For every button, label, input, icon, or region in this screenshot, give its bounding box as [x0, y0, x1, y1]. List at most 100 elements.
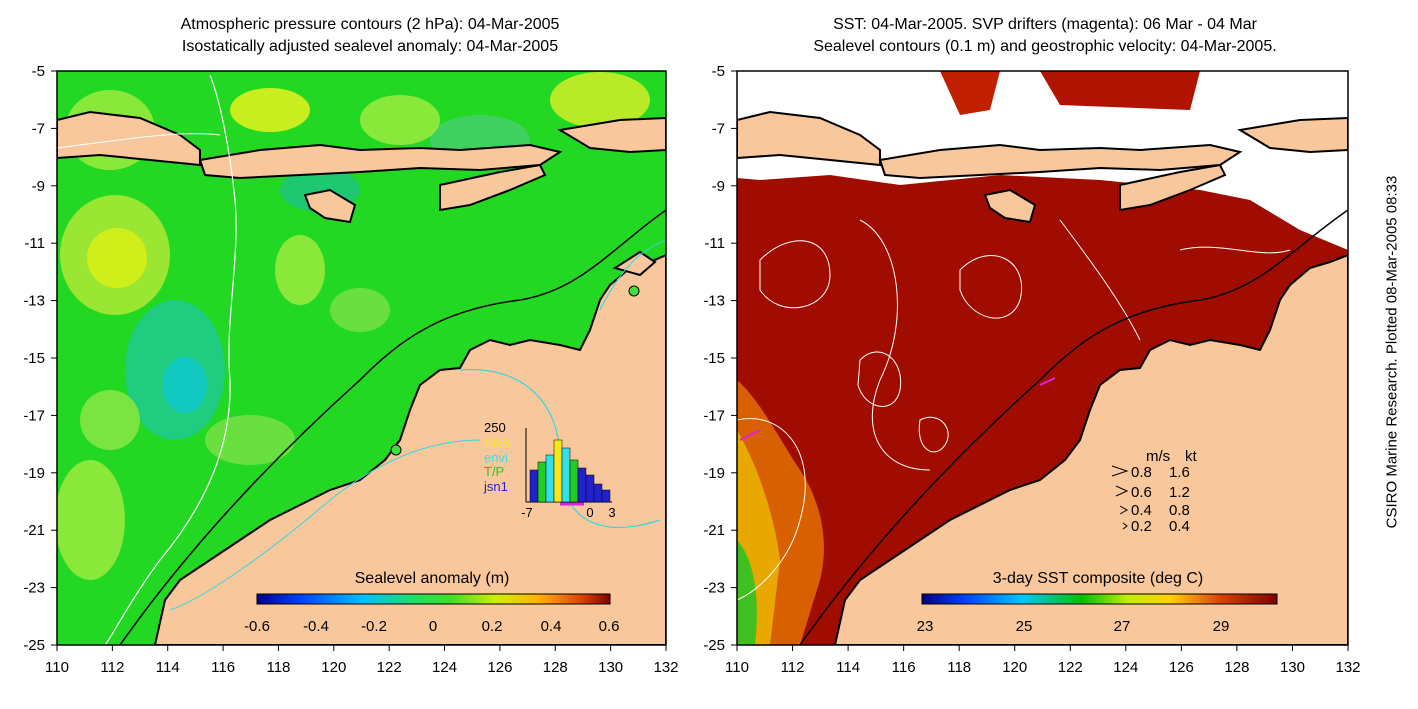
x-tick-label: 124	[432, 659, 457, 676]
shelf-break-line	[119, 209, 666, 645]
velocity-key-arrow	[1115, 485, 1129, 497]
left-colorbar-tick: 0.6	[599, 618, 620, 635]
x-tick-label: 120	[321, 659, 346, 676]
x-tick-label: 122	[1058, 659, 1083, 676]
sst-cool-area	[737, 540, 757, 645]
left-colorbar-tick: 0	[429, 618, 437, 635]
x-tick-label: 128	[543, 659, 568, 676]
inset-legend-jsn1: jsn1	[483, 479, 508, 494]
sealevel-contour	[759, 240, 831, 309]
tide-gauge-marker-2	[628, 285, 640, 297]
pressure-contour	[104, 74, 237, 645]
right-colorbar-label: 3-day SST composite (deg C)	[993, 570, 1203, 587]
northern-islands-land	[1237, 116, 1348, 154]
inset-bar	[569, 459, 579, 503]
left-colorbar-ramp	[256, 593, 611, 605]
pressure-contour-land-2	[169, 439, 481, 611]
y-tick-label: -23	[23, 580, 45, 597]
timor-land	[1119, 163, 1227, 212]
left-colorbar-tick: 0.2	[482, 618, 503, 635]
x-tick-label: 132	[653, 659, 678, 676]
y-tick-label: -11	[704, 235, 725, 252]
sealevel-contour	[857, 351, 902, 407]
sst-patch	[940, 71, 1000, 115]
sealevel-contour	[1059, 219, 1141, 341]
right-title-line1: SST: 04-Mar-2005. SVP drifters (magenta)…	[833, 16, 1257, 33]
x-tick-label: 110	[725, 659, 749, 676]
y-tick-label: -7	[712, 120, 725, 137]
y-tick-label: -15	[23, 350, 45, 367]
velocity-key-kt: 0.4	[1169, 518, 1190, 535]
velocity-key-kt: 1.2	[1169, 484, 1190, 501]
tide-gauge-marker	[390, 444, 402, 456]
velocity-key: m/s kt 0.8 1.6 0.6 1.2 0.4 0.8 0.2 0.4	[1111, 448, 1198, 535]
left-title-line1: Atmospheric pressure contours (2 hPa): 0…	[180, 16, 560, 33]
y-tick-label: -23	[703, 580, 725, 597]
northern-islands-land	[557, 116, 666, 154]
y-tick-label: -17	[23, 407, 45, 424]
velocity-key-arrow	[1122, 522, 1128, 530]
y-tick-label: -5	[712, 63, 725, 80]
sealevel-contour	[859, 219, 931, 471]
x-tick-label: 118	[266, 659, 290, 676]
velocity-key-ms: 0.2	[1131, 518, 1152, 535]
right-colorbar-tick: 27	[1114, 618, 1131, 635]
inset-legend-tp: T/P	[484, 464, 504, 479]
left-map-area	[57, 71, 666, 645]
nusa-tenggara-land	[878, 143, 1243, 180]
inset-xtick: -7	[521, 505, 533, 520]
inset-xtick: 0	[586, 505, 593, 520]
inset-legend-ers: ERS	[484, 436, 511, 451]
y-tick-label: -7	[32, 120, 45, 137]
right-panel-title: SST: 04-Mar-2005. SVP drifters (magenta)…	[700, 14, 1390, 58]
left-panel-title: Atmospheric pressure contours (2 hPa): 0…	[60, 14, 680, 58]
right-colorbar-tick: 23	[917, 618, 934, 635]
y-tick-label: -11	[24, 235, 45, 252]
x-tick-label: 116	[892, 659, 916, 676]
cape-land	[612, 250, 657, 277]
x-tick-label: 128	[1224, 659, 1249, 676]
australia-land	[153, 253, 666, 645]
x-tick-label: 124	[1113, 659, 1138, 676]
sumba-land	[983, 188, 1037, 224]
x-tick-label: 118	[947, 659, 971, 676]
velocity-key-header-kt: kt	[1185, 448, 1198, 465]
velocity-key-header-ms: m/s	[1146, 448, 1170, 465]
y-tick-label: -13	[703, 293, 725, 310]
x-tick-label: 126	[487, 659, 512, 676]
x-tick-label: 114	[836, 659, 860, 676]
left-colorbar-tick: -0.6	[244, 618, 270, 635]
inset-bar	[561, 447, 571, 503]
velocity-key-ms: 0.4	[1131, 502, 1152, 519]
right-land-masses	[737, 110, 1348, 645]
pressure-contour-3	[599, 239, 666, 311]
shelf-break-line	[799, 209, 1348, 645]
right-map-area	[737, 71, 1348, 645]
left-colorbar-tick: 0.4	[541, 618, 562, 635]
x-tick-label: 132	[1335, 659, 1360, 676]
y-tick-label: -19	[23, 465, 45, 482]
sumba-land	[303, 188, 357, 224]
nusa-tenggara-land	[198, 143, 563, 180]
x-tick-label: 116	[211, 659, 235, 676]
sealevel-contours	[737, 219, 1291, 601]
inset-bar	[529, 469, 539, 503]
y-tick-label: -13	[23, 293, 45, 310]
velocity-key-ms: 0.8	[1131, 464, 1152, 481]
x-tick-label: 120	[1002, 659, 1027, 676]
x-tick-label: 122	[377, 659, 402, 676]
x-tick-label: 126	[1169, 659, 1194, 676]
left-colorbar-tick: -0.2	[361, 618, 387, 635]
left-colorbar-label: Sealevel anomaly (m)	[355, 570, 510, 587]
y-tick-label: -17	[703, 407, 725, 424]
svp-drifter-track-2	[739, 429, 761, 441]
right-colorbar: 3-day SST composite (deg C) 23 25 27 29	[917, 570, 1278, 635]
sealevel-contour	[737, 418, 806, 601]
inset-bar	[577, 467, 587, 503]
left-colorbar: Sealevel anomaly (m) -0.6 -0.4 -0.2 0 0.…	[244, 570, 619, 635]
x-tick-label: 112	[100, 659, 124, 676]
left-colorbar-tick: -0.4	[303, 618, 329, 635]
y-tick-label: -9	[712, 178, 725, 195]
